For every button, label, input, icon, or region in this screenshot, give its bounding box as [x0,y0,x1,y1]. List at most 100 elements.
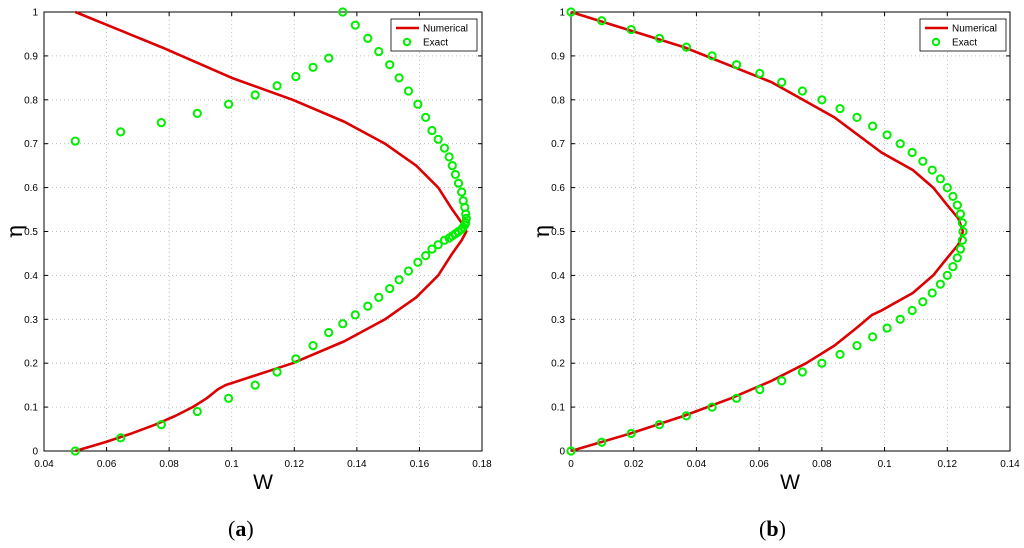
series-point-exact [458,196,468,206]
x-tick-label: 0.14 [1000,459,1020,470]
caption-a: (a) [228,516,254,541]
y-tick-label: 0.2 [551,359,565,370]
legend: Numerical Exact [919,18,1007,52]
series-point-exact [882,323,892,333]
series-point-exact [852,341,862,351]
chart-panel-b: 0 0.02 0.04 0.06 0.08 0.1 0.12 0.14 0 0.1 0.2 0.3 0.… [530,7,1020,494]
series-point-exact [413,257,423,267]
series-point-exact [948,191,958,201]
series-point-exact [918,297,928,307]
x-tick-label: 0.18 [472,459,492,470]
x-axis-label: W [253,471,273,494]
y-tick-label: 0.1 [24,403,38,414]
y-tick-label: 0.1 [551,403,565,414]
series-point-exact [324,327,334,338]
series-point-exact [394,73,404,83]
series-point-exact [817,358,827,368]
series-point-exact [882,130,892,140]
y-tick-label: 1 [559,8,565,19]
series-point-exact [450,169,461,180]
series-point-exact [374,292,384,302]
series-point-exact [338,7,348,17]
plot-area-frame [570,11,1011,452]
y-tick-label: 0.7 [551,139,565,150]
x-tick-label: 0.04 [34,459,54,470]
series-point-exact [250,90,260,100]
series-point-exact [272,367,282,377]
x-tick-label: 0.06 [749,459,769,470]
legend-label: Numerical [423,24,468,35]
series-point-exact [403,86,414,96]
series-point-exact [350,20,360,30]
caption-a-label: a [235,516,247,541]
series-point-exact [223,393,234,403]
series-point-exact [868,121,878,131]
series-point-exact [895,139,905,149]
series-point-exact [935,174,945,184]
series-point-exact [797,86,808,96]
y-tick-label: 0.9 [551,51,565,62]
series-point-exact [192,406,202,417]
y-tick-label: 0 [559,447,565,458]
series-point-exact [433,240,443,250]
y-axis-label: η [530,225,555,238]
y-tick-label: 0.3 [551,315,565,326]
series-point-exact [457,187,467,197]
series-point-exact [777,77,787,87]
caption-b: (b) [759,516,786,541]
x-tick-label: 0 [568,459,574,470]
series-point-exact [70,136,80,146]
series-point-exact [626,428,636,439]
series-point-exact [955,244,966,254]
series-point-exact [363,301,373,311]
series-point-exact [907,147,917,158]
series-point-exact [955,209,966,219]
series-point-exact [444,152,454,162]
series-point-exact [707,402,717,412]
series-point-exact [116,127,126,137]
legend-swatch-exact [402,37,412,47]
series-point-exact [156,118,166,128]
x-tick-label: 0.16 [410,459,430,470]
series-point-exact [338,319,348,329]
series-point-exact [797,367,808,377]
y-tick-label: 0.7 [24,139,38,150]
series-point-exact [952,253,962,263]
x-tick-label: 0.06 [97,459,117,470]
series-point-exact [439,143,450,153]
y-tick-label: 0.4 [24,271,38,282]
y-tick-label: 0.9 [24,51,38,62]
series-point-exact [421,112,431,122]
caption-b-label: b [766,516,779,541]
y-tick-label: 0.2 [24,359,38,370]
series-point-exact [566,446,576,456]
series-point-exact [957,235,967,245]
legend: Numerical Exact [390,18,478,52]
series-point-exact [681,411,691,421]
series-point-exact [835,349,845,360]
series-point-exact [433,134,443,144]
series-point-exact [918,156,928,166]
series-point-exact [116,433,126,443]
legend-swatch-exact [931,37,941,47]
series-point-exact [461,213,471,223]
x-tick-label: 0.14 [347,459,367,470]
x-tick-label: 0.08 [812,459,832,470]
series-point-exact [777,376,787,386]
y-tick-label: 1 [32,8,38,19]
series-point-exact [927,288,937,298]
series-point-exact [223,99,234,109]
series-point-exact [957,218,967,228]
series-point-exact [817,95,827,105]
legend-label: Exact [423,38,448,49]
series-point-exact [447,161,457,171]
series-point-exact [907,305,917,316]
series-point-exact [942,183,952,193]
series-point-exact [403,266,414,276]
series-line-numerical [570,10,965,453]
y-tick-label: 0.5 [24,227,38,238]
y-tick-label: 0 [32,447,38,458]
series-point-exact [942,270,952,280]
series-point-exact [427,125,437,136]
